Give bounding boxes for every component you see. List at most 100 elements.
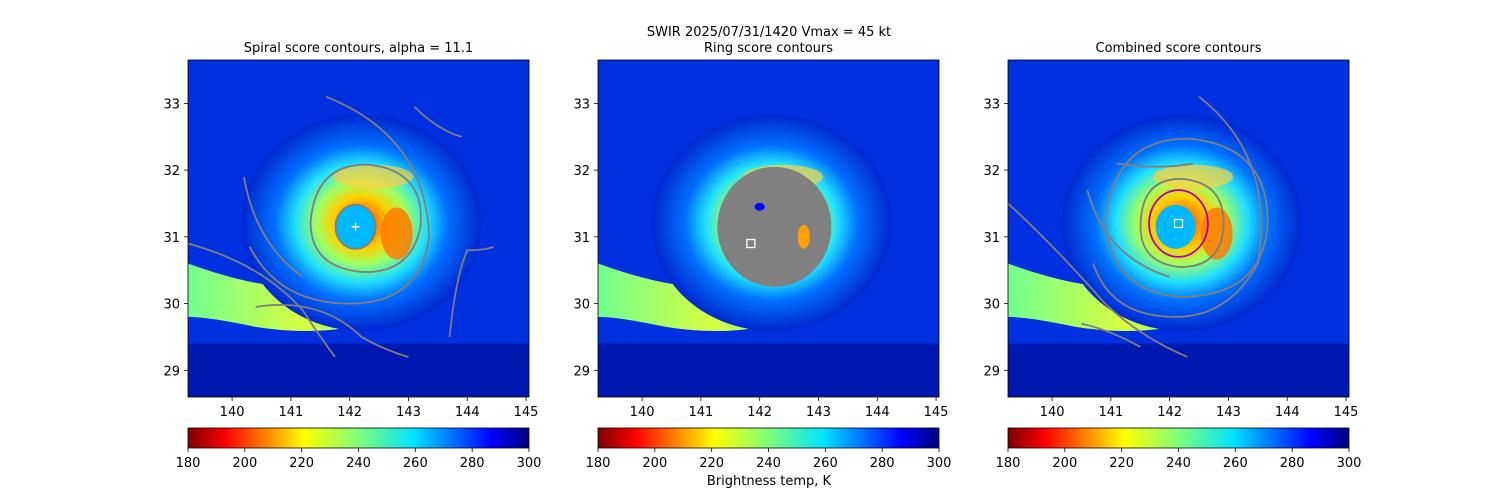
y-tick-label: 33 [573, 97, 590, 112]
ring-score-region [717, 166, 832, 287]
satellite-image [1008, 60, 1349, 397]
colorbar-tick-label: 180 [176, 456, 201, 471]
y-tick-label: 29 [983, 364, 1000, 379]
colorbar [187, 427, 530, 449]
colorbar-tick-label: 280 [1280, 456, 1305, 471]
y-tick-label: 30 [983, 298, 1000, 313]
satellite-image [188, 60, 529, 397]
panel-title: Spiral score contours, alpha = 11.1 [244, 41, 473, 56]
contour-line-2 [1104, 137, 1269, 298]
plot-frame [597, 59, 940, 398]
ring-score-warm-spot [797, 224, 810, 249]
ring-circle [1148, 189, 1209, 258]
x-tick-label: 142 [1157, 405, 1182, 420]
panel-3: Combined score contours 140 141 142 143 144 14… [983, 41, 1361, 471]
y-tick-label: 31 [983, 231, 1000, 246]
contour-line-6 [255, 304, 409, 358]
contour-line-4 [1116, 162, 1194, 168]
y-tick-label: 30 [573, 298, 590, 313]
contour-line-2 [309, 163, 422, 273]
panel-title: Combined score contours [1096, 41, 1262, 56]
y-tick-label: 32 [573, 164, 590, 179]
contour-line-5 [1086, 189, 1170, 278]
y-tick-label: 31 [573, 231, 590, 246]
contour-line-7 [1081, 322, 1141, 348]
x-tick-label: 141 [278, 405, 303, 420]
ring-score-cold-spot [754, 202, 765, 211]
x-tick-label: 140 [220, 405, 245, 420]
colorbar-tick-label: 240 [346, 456, 371, 471]
x-tick-label: 142 [747, 405, 772, 420]
x-tick-label: 143 [806, 405, 831, 420]
colorbar-tick-label: 200 [232, 456, 257, 471]
colorbar-tick-label: 260 [813, 456, 838, 471]
panel-2: Ring score contours 140 141 142 143 144 145 29 3… [573, 41, 951, 471]
colorbar-tick-label: 280 [870, 456, 895, 471]
x-tick-label: 143 [396, 405, 421, 420]
x-tick-label: 141 [1098, 405, 1123, 420]
colorbar-tick-label: 260 [1223, 456, 1248, 471]
colorbar [1007, 427, 1350, 449]
contour-line-1 [334, 203, 377, 250]
colorbar-tick-label: 260 [403, 456, 428, 471]
contour-line-3 [1092, 95, 1263, 318]
x-tick-label: 141 [688, 405, 713, 420]
image-lower-dark [598, 343, 939, 397]
x-tick-label: 144 [865, 405, 890, 420]
x-tick-label: 142 [337, 405, 362, 420]
colorbar-tick-label: 240 [1166, 456, 1191, 471]
satellite-image [598, 60, 939, 397]
colorbar-tick-label: 220 [1109, 456, 1134, 471]
x-tick-label: 145 [514, 405, 539, 420]
center-marker-square [746, 238, 756, 249]
image-lower-dark [188, 343, 529, 397]
colorbar-tick-label: 200 [642, 456, 667, 471]
colorbar-tick-label: 300 [517, 456, 542, 471]
contour-line-5 [188, 242, 336, 358]
plot-frame [1007, 59, 1350, 398]
colorbar-tick-label: 300 [927, 456, 952, 471]
center-marker-plus [351, 222, 360, 231]
x-tick-label: 140 [1040, 405, 1065, 420]
center-marker-square [1173, 218, 1184, 229]
panel-1: Spiral score contours, alpha = 11.1 140 14… [163, 41, 541, 471]
y-tick-label: 32 [983, 164, 1000, 179]
plot-frame [187, 59, 530, 398]
y-tick-label: 30 [163, 298, 180, 313]
contour-line-8 [413, 106, 462, 138]
colorbar-label: Brightness temp, K [707, 474, 832, 489]
storm-eye [1155, 204, 1196, 249]
colorbar-tick-label: 200 [1052, 456, 1077, 471]
colorbar-tick-label: 180 [996, 456, 1021, 471]
contour-line-4 [242, 176, 304, 278]
contour-line-6 [1008, 202, 1188, 358]
colorbar-tick-label: 280 [460, 456, 485, 471]
panel-title: Ring score contours [704, 41, 833, 56]
y-tick-label: 29 [163, 364, 180, 379]
y-tick-label: 29 [573, 364, 590, 379]
x-tick-label: 145 [1334, 405, 1359, 420]
colorbar-tick-label: 220 [699, 456, 724, 471]
y-tick-label: 33 [983, 97, 1000, 112]
x-tick-label: 140 [630, 405, 655, 420]
y-tick-label: 31 [163, 231, 180, 246]
colorbar-tick-label: 240 [756, 456, 781, 471]
x-tick-label: 143 [1216, 405, 1241, 420]
colorbar-tick-label: 180 [586, 456, 611, 471]
contour-line-3 [248, 95, 430, 305]
y-tick-label: 32 [163, 164, 180, 179]
contour-line-7 [448, 246, 495, 338]
x-tick-label: 144 [1275, 405, 1300, 420]
colorbar [597, 427, 940, 449]
convection-core [1200, 207, 1233, 260]
image-lower-dark [1008, 343, 1349, 397]
x-tick-label: 144 [455, 405, 480, 420]
y-tick-label: 33 [163, 97, 180, 112]
colorbar-tick-label: 300 [1337, 456, 1362, 471]
convection-core [380, 207, 413, 260]
colorbar-tick-label: 220 [289, 456, 314, 471]
x-tick-label: 145 [924, 405, 949, 420]
convection-north [1153, 164, 1234, 189]
contour-line-1 [1139, 177, 1225, 268]
